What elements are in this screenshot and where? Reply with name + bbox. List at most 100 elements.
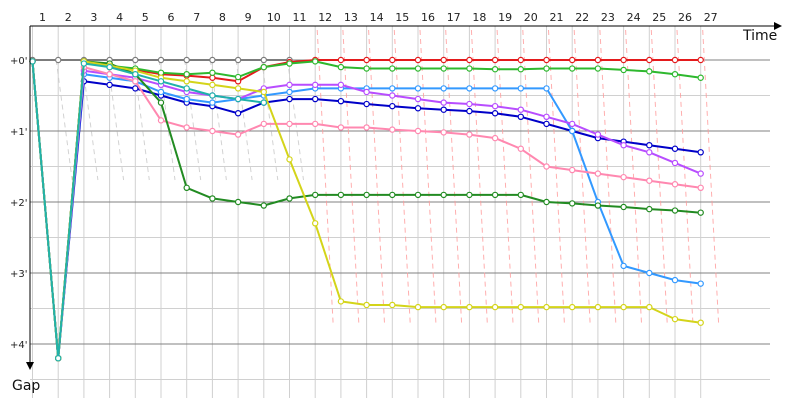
data-point: [414, 105, 422, 112]
data-point: [363, 100, 370, 108]
data-point: [414, 191, 422, 199]
data-point: [620, 66, 627, 74]
data-point: [260, 202, 267, 209]
data-point: [697, 280, 704, 287]
data-point: [440, 56, 447, 64]
data-point: [697, 56, 704, 64]
data-point: [517, 113, 525, 121]
data-point: [517, 66, 525, 73]
x-tick-label: 5: [142, 11, 149, 24]
data-point: [594, 65, 602, 72]
data-point: [646, 303, 653, 311]
data-point: [646, 205, 653, 213]
data-point: [337, 298, 345, 305]
data-point: [620, 203, 627, 211]
data-point: [646, 56, 653, 64]
data-point: [569, 65, 576, 72]
data-point: [363, 65, 370, 72]
x-tick-label: 17: [447, 11, 461, 24]
data-point: [234, 131, 242, 138]
x-tick-label: 4: [116, 11, 123, 24]
pit-dashed-line: [419, 29, 437, 326]
data-point: [209, 56, 216, 64]
data-point: [414, 56, 422, 64]
data-point: [286, 156, 293, 163]
data-point: [466, 65, 473, 72]
x-tick-label: 9: [245, 11, 252, 24]
axes: Time Gap: [12, 22, 782, 394]
data-point: [620, 262, 627, 270]
data-point: [543, 85, 550, 92]
data-point: [440, 99, 447, 106]
data-point: [671, 181, 679, 188]
data-point: [337, 56, 345, 64]
data-point: [234, 73, 242, 81]
x-tick-label: 24: [627, 11, 641, 24]
data-point: [466, 85, 473, 92]
x-tick-label: 1: [39, 11, 46, 24]
series-line: [31, 61, 264, 360]
data-point: [697, 74, 704, 81]
data-point: [414, 95, 422, 103]
data-point: [312, 191, 319, 199]
x-tick-label: 14: [370, 11, 384, 24]
data-point: [671, 315, 679, 323]
data-point: [363, 56, 370, 64]
data-point: [671, 276, 679, 284]
data-point: [260, 120, 267, 128]
x-tick-label: 6: [168, 11, 175, 24]
data-point: [569, 303, 576, 311]
data-point: [132, 78, 139, 85]
pit-dashed-line: [470, 29, 488, 326]
data-point: [646, 68, 653, 75]
x-tick-label: 26: [678, 11, 692, 24]
data-point: [569, 127, 576, 135]
data-point: [234, 198, 242, 206]
data-point: [337, 81, 345, 89]
series-layer: [29, 56, 704, 362]
data-point: [389, 85, 396, 92]
data-point: [286, 195, 293, 202]
pit-dashed-line: [599, 29, 617, 326]
data-point: [671, 159, 679, 167]
data-point: [183, 56, 190, 64]
data-point: [209, 195, 216, 202]
data-point: [183, 70, 190, 78]
x-tick-label: 10: [267, 11, 281, 24]
data-point: [106, 70, 113, 78]
data-point: [466, 303, 473, 311]
data-point: [234, 95, 242, 103]
data-point: [466, 191, 473, 199]
data-point: [157, 56, 165, 64]
pit-dashed-line: [445, 29, 463, 326]
data-point: [106, 81, 113, 89]
x-tick-label: 8: [219, 11, 226, 24]
data-point: [440, 303, 447, 311]
x-tick-label: 27: [704, 11, 718, 24]
data-point: [543, 65, 550, 72]
x-axis-arrow: [774, 22, 782, 30]
data-point: [183, 78, 190, 85]
gray-dashed-line: [55, 59, 73, 181]
data-point: [697, 149, 704, 156]
pit-dashed-line: [316, 29, 334, 326]
data-point: [569, 120, 576, 128]
x-tick-label: 23: [601, 11, 615, 24]
data-point: [363, 124, 370, 131]
data-point: [697, 319, 704, 326]
data-point: [209, 81, 216, 89]
series-8: [29, 58, 704, 362]
data-point: [286, 95, 293, 103]
data-point: [517, 56, 525, 64]
data-point: [337, 124, 345, 131]
data-point: [440, 191, 447, 199]
data-point: [671, 70, 679, 78]
x-tick-label: 7: [193, 11, 200, 24]
data-point: [491, 191, 499, 199]
series-5: [29, 58, 704, 362]
data-point: [543, 113, 550, 121]
pit-dashed-line: [573, 29, 591, 326]
pit-dashed-line: [676, 29, 694, 326]
data-point: [646, 141, 653, 149]
